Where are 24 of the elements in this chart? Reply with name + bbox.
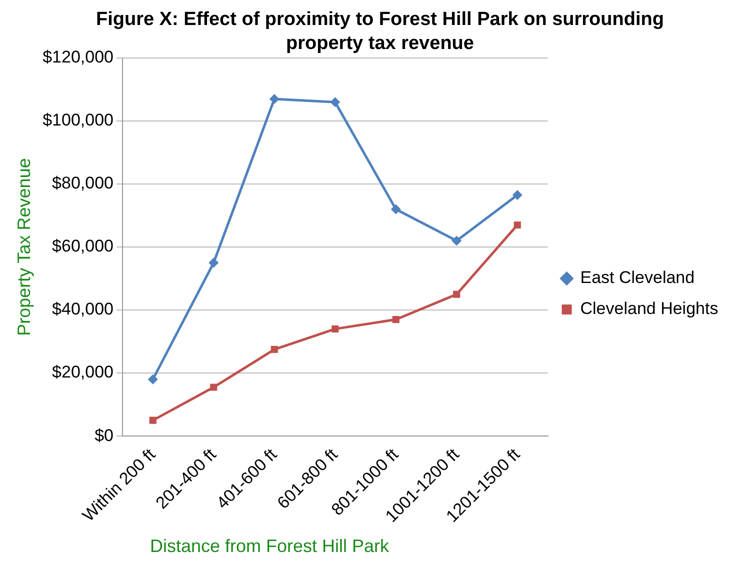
point [270, 346, 278, 353]
point [514, 221, 521, 229]
point [210, 384, 218, 391]
y-tick-label: $100,000 [42, 110, 114, 130]
y-tick-label: $40,000 [52, 300, 114, 319]
legend-label: Cleveland Heights [580, 299, 718, 318]
point [332, 325, 339, 332]
y-tick-label: $20,000 [52, 362, 114, 382]
y-tick-label: $80,000 [52, 174, 114, 193]
point [390, 204, 401, 214]
point [452, 236, 462, 246]
point [392, 316, 400, 324]
point [149, 416, 156, 424]
y-tick-label: $0 [94, 426, 114, 445]
legend-label: East Cleveland [580, 268, 695, 288]
point [208, 258, 219, 268]
point [330, 97, 340, 108]
point [453, 290, 460, 298]
point [269, 94, 280, 104]
point [512, 190, 522, 200]
point [148, 374, 158, 384]
x-axis-title: Distance from Forest Hill Park [150, 536, 390, 557]
y-axis-title: Property Tax Revenue [14, 158, 34, 336]
y-tick-label: $60,000 [52, 236, 114, 256]
